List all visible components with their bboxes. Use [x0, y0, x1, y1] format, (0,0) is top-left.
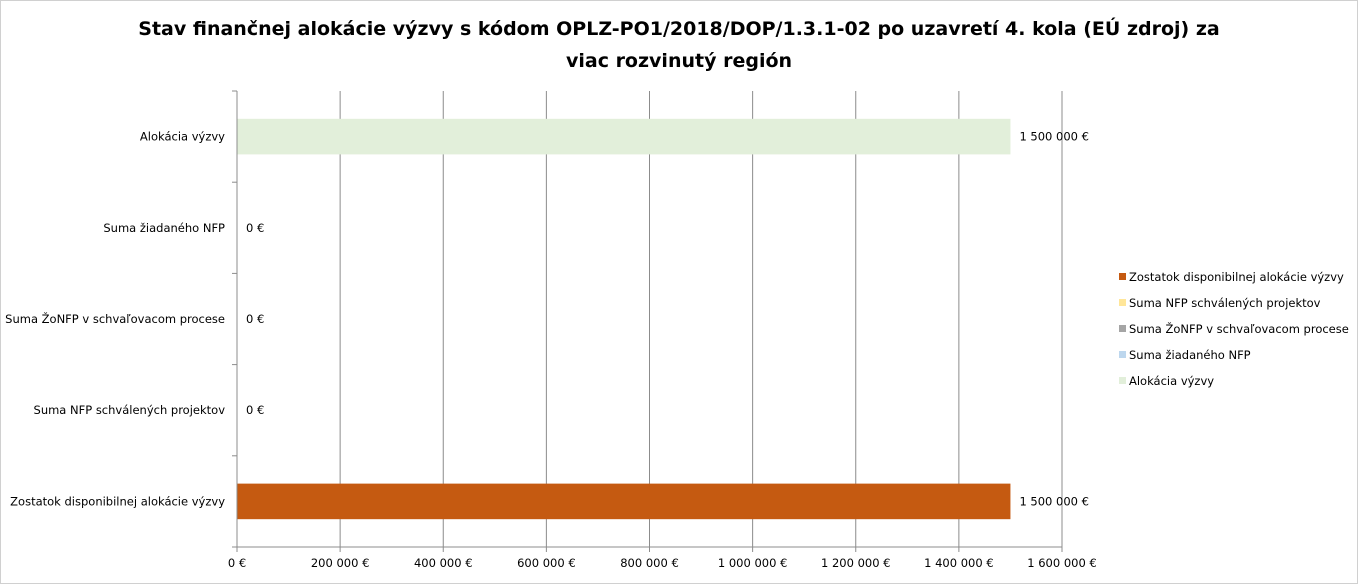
legend-label: Suma ŽoNFP v schvaľovacom procese [1129, 321, 1349, 336]
chart-title-line-1: Stav finančnej alokácie výzvy s kódom OP… [138, 16, 1219, 40]
chart-title-line-2: viac rozvinutý región [566, 50, 792, 72]
legend-swatch [1119, 299, 1126, 306]
data-label: 0 € [246, 403, 264, 417]
x-tick-label: 0 € [228, 556, 246, 570]
bar [237, 483, 1011, 520]
category-labels: Alokácia výzvy Suma žiadaného NFP Suma ŽoN… [5, 130, 225, 509]
category-label: Alokácia výzvy [140, 130, 225, 144]
x-tick-label: 1 600 000 € [1027, 556, 1097, 570]
x-tick-label: 200 000 € [311, 556, 370, 570]
x-tick-label: 1 400 000 € [924, 556, 994, 570]
x-tick-label: 400 000 € [414, 556, 473, 570]
x-tick-label: 600 000 € [517, 556, 576, 570]
data-labels: 1 500 000 € 0 € 0 € 0 € 1 500 000 € [246, 130, 1089, 509]
data-label: 0 € [246, 221, 264, 235]
legend-label: Zostatok disponibilnej alokácie výzvy [1129, 270, 1344, 284]
legend-label: Suma NFP schválených projektov [1129, 296, 1321, 310]
axes [232, 90, 1063, 552]
category-label: Zostatok disponibilnej alokácie výzvy [10, 494, 225, 508]
x-tick-labels: 0 € 200 000 € 400 000 € 600 000 € 800 000 € 1… [228, 556, 1097, 570]
bars [237, 118, 1011, 520]
category-label: Suma žiadaného NFP [103, 221, 225, 235]
legend-swatch [1119, 377, 1126, 384]
category-label: Suma ŽoNFP v schvaľovacom procese [5, 311, 225, 326]
data-label: 0 € [246, 312, 264, 326]
gridlines [339, 91, 1063, 547]
legend-swatch [1119, 351, 1126, 358]
x-tick-label: 800 000 € [620, 556, 679, 570]
data-label: 1 500 000 € [1019, 494, 1089, 508]
legend-label: Alokácia výzvy [1129, 374, 1214, 388]
legend-label: Suma žiadaného NFP [1129, 348, 1251, 362]
bar [237, 118, 1011, 155]
data-label: 1 500 000 € [1019, 130, 1089, 144]
legend-swatch [1119, 325, 1126, 332]
legend: Zostatok disponibilnej alokácie výzvy Sum… [1119, 270, 1349, 388]
x-tick-label: 1 000 000 € [718, 556, 788, 570]
x-tick-label: 1 200 000 € [821, 556, 891, 570]
legend-swatch [1119, 273, 1126, 280]
category-label: Suma NFP schválených projektov [34, 403, 226, 417]
